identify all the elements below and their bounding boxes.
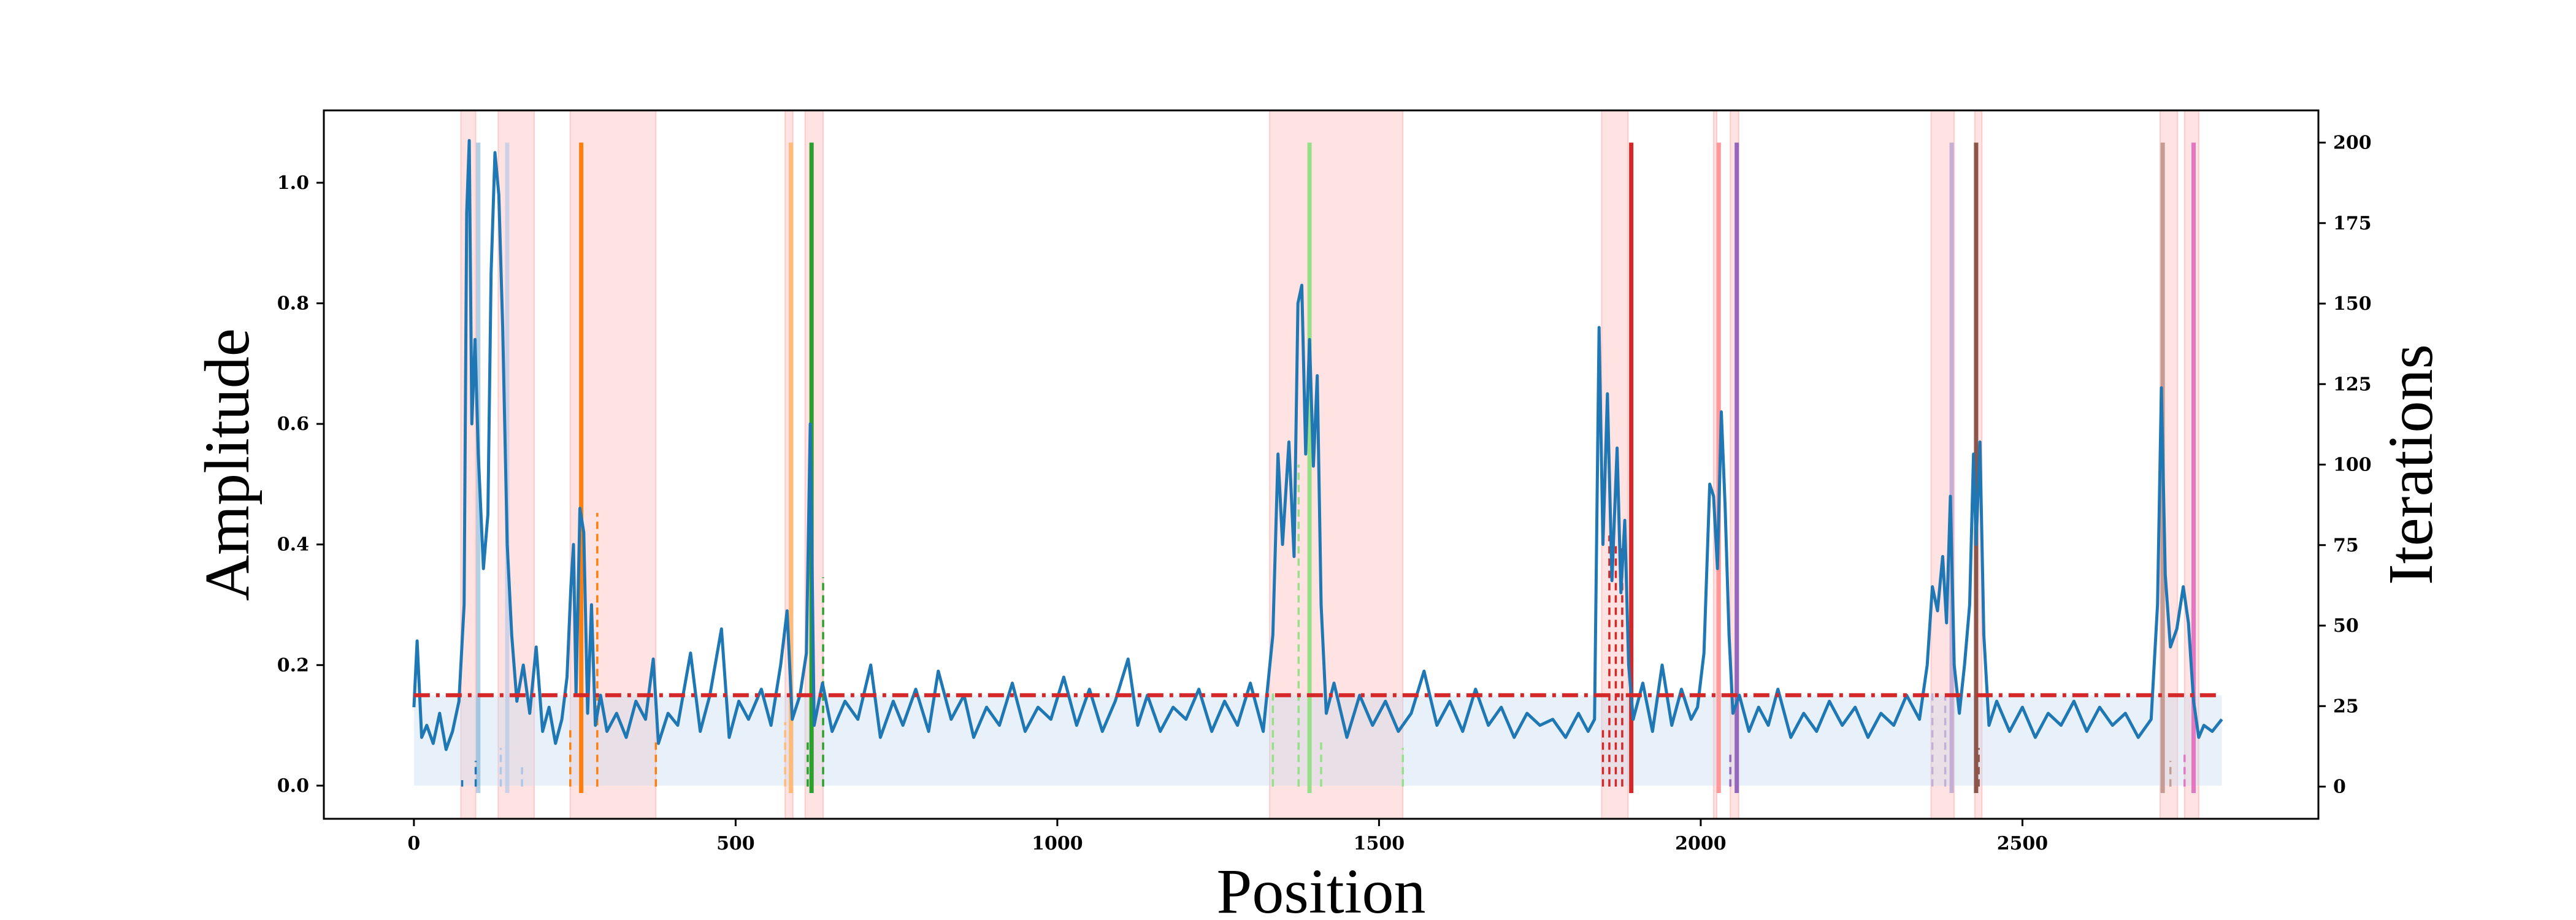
series-line [412,139,2223,751]
y2-axis-title: Iterations [2375,344,2446,585]
y-tick-label: 0.2 [277,654,309,676]
y-tick-label: 0.0 [277,775,309,797]
y-tick-label: 0.8 [277,293,309,315]
x-axis-ticks: 0 500 1000 1500 2000 2500 [407,819,2048,854]
x-tick-label: 2500 [1997,833,2049,854]
x-tick-label: 1500 [1354,833,1405,854]
x-tick-label: 2000 [1675,833,1727,854]
y2-tick-label: 150 [2333,293,2372,315]
y-axis-title: Amplitude [192,328,263,601]
y2-tick-label: 200 [2333,132,2372,154]
y2-axis-ticks: 0 25 50 75 100 125 150 175 200 [2318,132,2372,798]
y2-tick-label: 100 [2333,454,2372,476]
series-lines [412,139,2223,751]
x-tick-label: 0 [407,833,420,854]
y2-tick-label: 25 [2333,696,2359,717]
y2-tick-label: 0 [2333,776,2346,798]
y2-tick-label: 50 [2333,615,2359,637]
y-tick-label: 0.6 [277,413,309,435]
x-tick-label: 1000 [1032,833,1083,854]
y2-tick-label: 125 [2333,374,2372,395]
x-tick-label: 500 [716,833,755,854]
x-axis-title: Position [1217,856,1426,920]
y2-tick-label: 75 [2333,535,2359,556]
y-axis-ticks: 0.0 0.2 0.4 0.6 0.8 1.0 [277,172,324,797]
y-tick-label: 0.4 [277,534,309,556]
y2-tick-label: 175 [2333,213,2372,234]
y-tick-label: 1.0 [277,172,309,194]
